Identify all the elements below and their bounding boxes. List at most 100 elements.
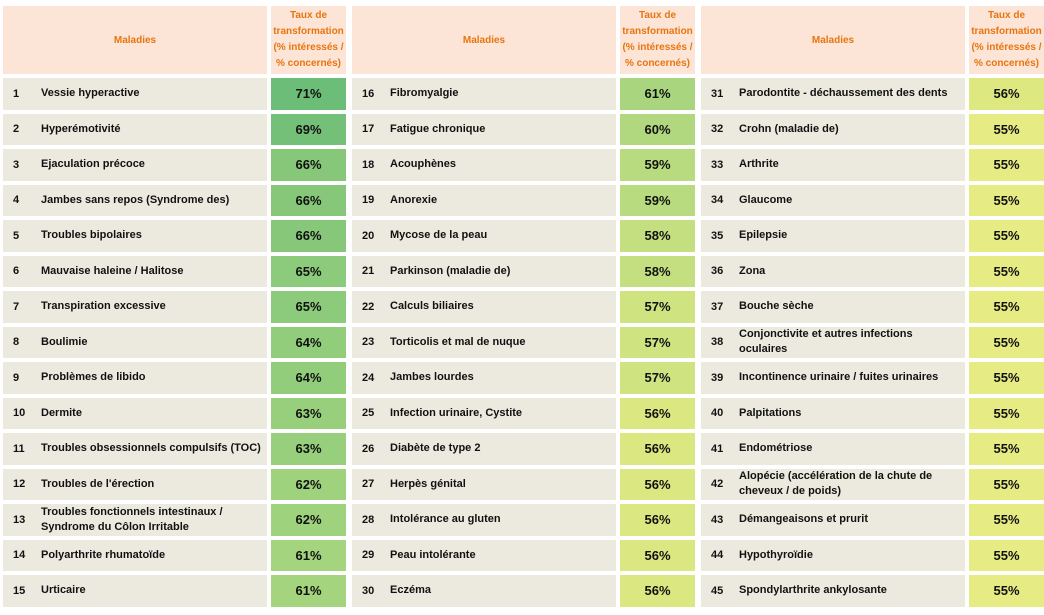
row-number: 20	[362, 229, 375, 242]
table-row: 14 Polyarthrite rhumatoïde 61%	[3, 539, 346, 571]
disease-name: Hyperémotivité	[41, 122, 121, 135]
disease-cell: 8 Boulimie	[3, 326, 267, 358]
disease-cell: 44 Hypothyroïdie	[701, 539, 965, 571]
disease-name: Palpitations	[739, 406, 802, 419]
disease-cell: 13 Troubles fonctionnels intestinaux / Sy…	[3, 504, 267, 536]
disease-cell: 20 Mycose de la peau	[352, 220, 616, 252]
row-number: 32	[711, 123, 724, 136]
disease-name: Conjonctivite et autres infections ocula…	[739, 328, 913, 356]
disease-cell: 15 Urticaire	[3, 575, 267, 607]
disease-name: Peau intolérante	[390, 548, 476, 561]
table-header: Maladies Taux de transformation (% intér…	[701, 6, 1044, 74]
disease-name: Hypothyroïdie	[739, 548, 813, 561]
disease-name: Jambes sans repos (Syndrome des)	[41, 193, 230, 206]
disease-cell: 37 Bouche sèche	[701, 291, 965, 323]
rate-cell: 61%	[620, 78, 695, 110]
disease-name: Calculs biliaires	[390, 300, 474, 313]
table-row: 28 Intolérance au gluten 56%	[352, 504, 695, 536]
disease-name: Acouphènes	[390, 158, 457, 171]
rate-cell: 55%	[969, 184, 1044, 216]
disease-name: Zona	[739, 264, 766, 277]
table-row: 40 Palpitations 55%	[701, 397, 1044, 429]
row-number: 8	[13, 336, 20, 349]
row-number: 27	[362, 478, 375, 491]
disease-name: Polyarthrite rhumatoïde	[41, 548, 166, 561]
disease-cell: 38 Conjonctivite et autres infections ocu…	[701, 326, 965, 358]
rate-cell: 55%	[969, 220, 1044, 252]
disease-cell: 22 Calculs biliaires	[352, 291, 616, 323]
disease-cell: 41 Endométriose	[701, 433, 965, 465]
disease-name: Endométriose	[739, 442, 813, 455]
disease-cell: 39 Incontinence urinaire / fuites urinair…	[701, 362, 965, 394]
disease-cell: 24 Jambes lourdes	[352, 362, 616, 394]
table-row: 41 Endométriose 55%	[701, 433, 1044, 465]
disease-cell: 2 Hyperémotivité	[3, 113, 267, 145]
row-number: 10	[13, 407, 26, 420]
disease-cell: 29 Peau intolérante	[352, 539, 616, 571]
disease-name: Spondylarthrite ankylosante	[739, 584, 887, 597]
row-number: 12	[13, 478, 26, 491]
disease-cell: 16 Fibromyalgie	[352, 78, 616, 110]
disease-name: Urticaire	[41, 584, 86, 597]
rate-cell: 62%	[271, 504, 346, 536]
rate-cell: 66%	[271, 184, 346, 216]
rate-cell: 57%	[620, 326, 695, 358]
row-number: 33	[711, 158, 724, 171]
header-maladies: Maladies	[3, 6, 267, 74]
disease-cell: 6 Mauvaise haleine / Halitose	[3, 255, 267, 287]
row-number: 29	[362, 549, 375, 562]
header-taux: Taux de transformation (% intéressés / %…	[969, 6, 1044, 74]
table-row: 11 Troubles obsessionnels compulsifs (TOC…	[3, 433, 346, 465]
table-row: 20 Mycose de la peau 58%	[352, 220, 695, 252]
disease-cell: 19 Anorexie	[352, 184, 616, 216]
rate-cell: 59%	[620, 149, 695, 181]
rate-cell: 56%	[969, 78, 1044, 110]
disease-cell: 26 Diabète de type 2	[352, 433, 616, 465]
disease-cell: 28 Intolérance au gluten	[352, 504, 616, 536]
table-row: 23 Torticolis et mal de nuque 57%	[352, 326, 695, 358]
table-row: 1 Vessie hyperactive 71%	[3, 78, 346, 110]
disease-cell: 11 Troubles obsessionnels compulsifs (TOC…	[3, 433, 267, 465]
table-row: 38 Conjonctivite et autres infections ocu…	[701, 326, 1044, 358]
disease-cell: 5 Troubles bipolaires	[3, 220, 267, 252]
rate-cell: 55%	[969, 362, 1044, 394]
disease-cell: 23 Torticolis et mal de nuque	[352, 326, 616, 358]
row-number: 11	[13, 442, 25, 455]
disease-cell: 14 Polyarthrite rhumatoïde	[3, 539, 267, 571]
disease-cell: 36 Zona	[701, 255, 965, 287]
row-number: 45	[711, 584, 724, 597]
rate-cell: 55%	[969, 433, 1044, 465]
disease-name: Mauvaise haleine / Halitose	[41, 264, 184, 277]
header-maladies: Maladies	[352, 6, 616, 74]
rate-cell: 57%	[620, 362, 695, 394]
row-number: 30	[362, 584, 375, 597]
table-row: 36 Zona 55%	[701, 255, 1044, 287]
rate-cell: 55%	[969, 291, 1044, 323]
table-row: 27 Herpès génital 56%	[352, 468, 695, 500]
row-number: 15	[13, 584, 26, 597]
rate-cell: 55%	[969, 113, 1044, 145]
disease-name: Intolérance au gluten	[390, 513, 501, 526]
disease-cell: 3 Ejaculation précoce	[3, 149, 267, 181]
rate-cell: 63%	[271, 397, 346, 429]
row-number: 38	[711, 336, 724, 349]
table-block: Maladies Taux de transformation (% intér…	[701, 6, 1044, 607]
disease-name: Fatigue chronique	[390, 122, 486, 135]
row-number: 4	[13, 194, 20, 207]
disease-name: Jambes lourdes	[390, 371, 474, 384]
table-row: 24 Jambes lourdes 57%	[352, 362, 695, 394]
rate-cell: 59%	[620, 184, 695, 216]
table-row: 10 Dermite 63%	[3, 397, 346, 429]
table-row: 6 Mauvaise haleine / Halitose 65%	[3, 255, 346, 287]
rate-cell: 66%	[271, 220, 346, 252]
disease-name: Eczéma	[390, 584, 431, 597]
disease-cell: 25 Infection urinaire, Cystite	[352, 397, 616, 429]
rate-cell: 55%	[969, 149, 1044, 181]
disease-name: Torticolis et mal de nuque	[390, 335, 526, 348]
disease-name: Herpès génital	[390, 477, 466, 490]
table-row: 30 Eczéma 56%	[352, 575, 695, 607]
table-row: 2 Hyperémotivité 69%	[3, 113, 346, 145]
rate-cell: 55%	[969, 255, 1044, 287]
table-block: Maladies Taux de transformation (% intér…	[3, 6, 346, 607]
disease-name: Anorexie	[390, 193, 438, 206]
